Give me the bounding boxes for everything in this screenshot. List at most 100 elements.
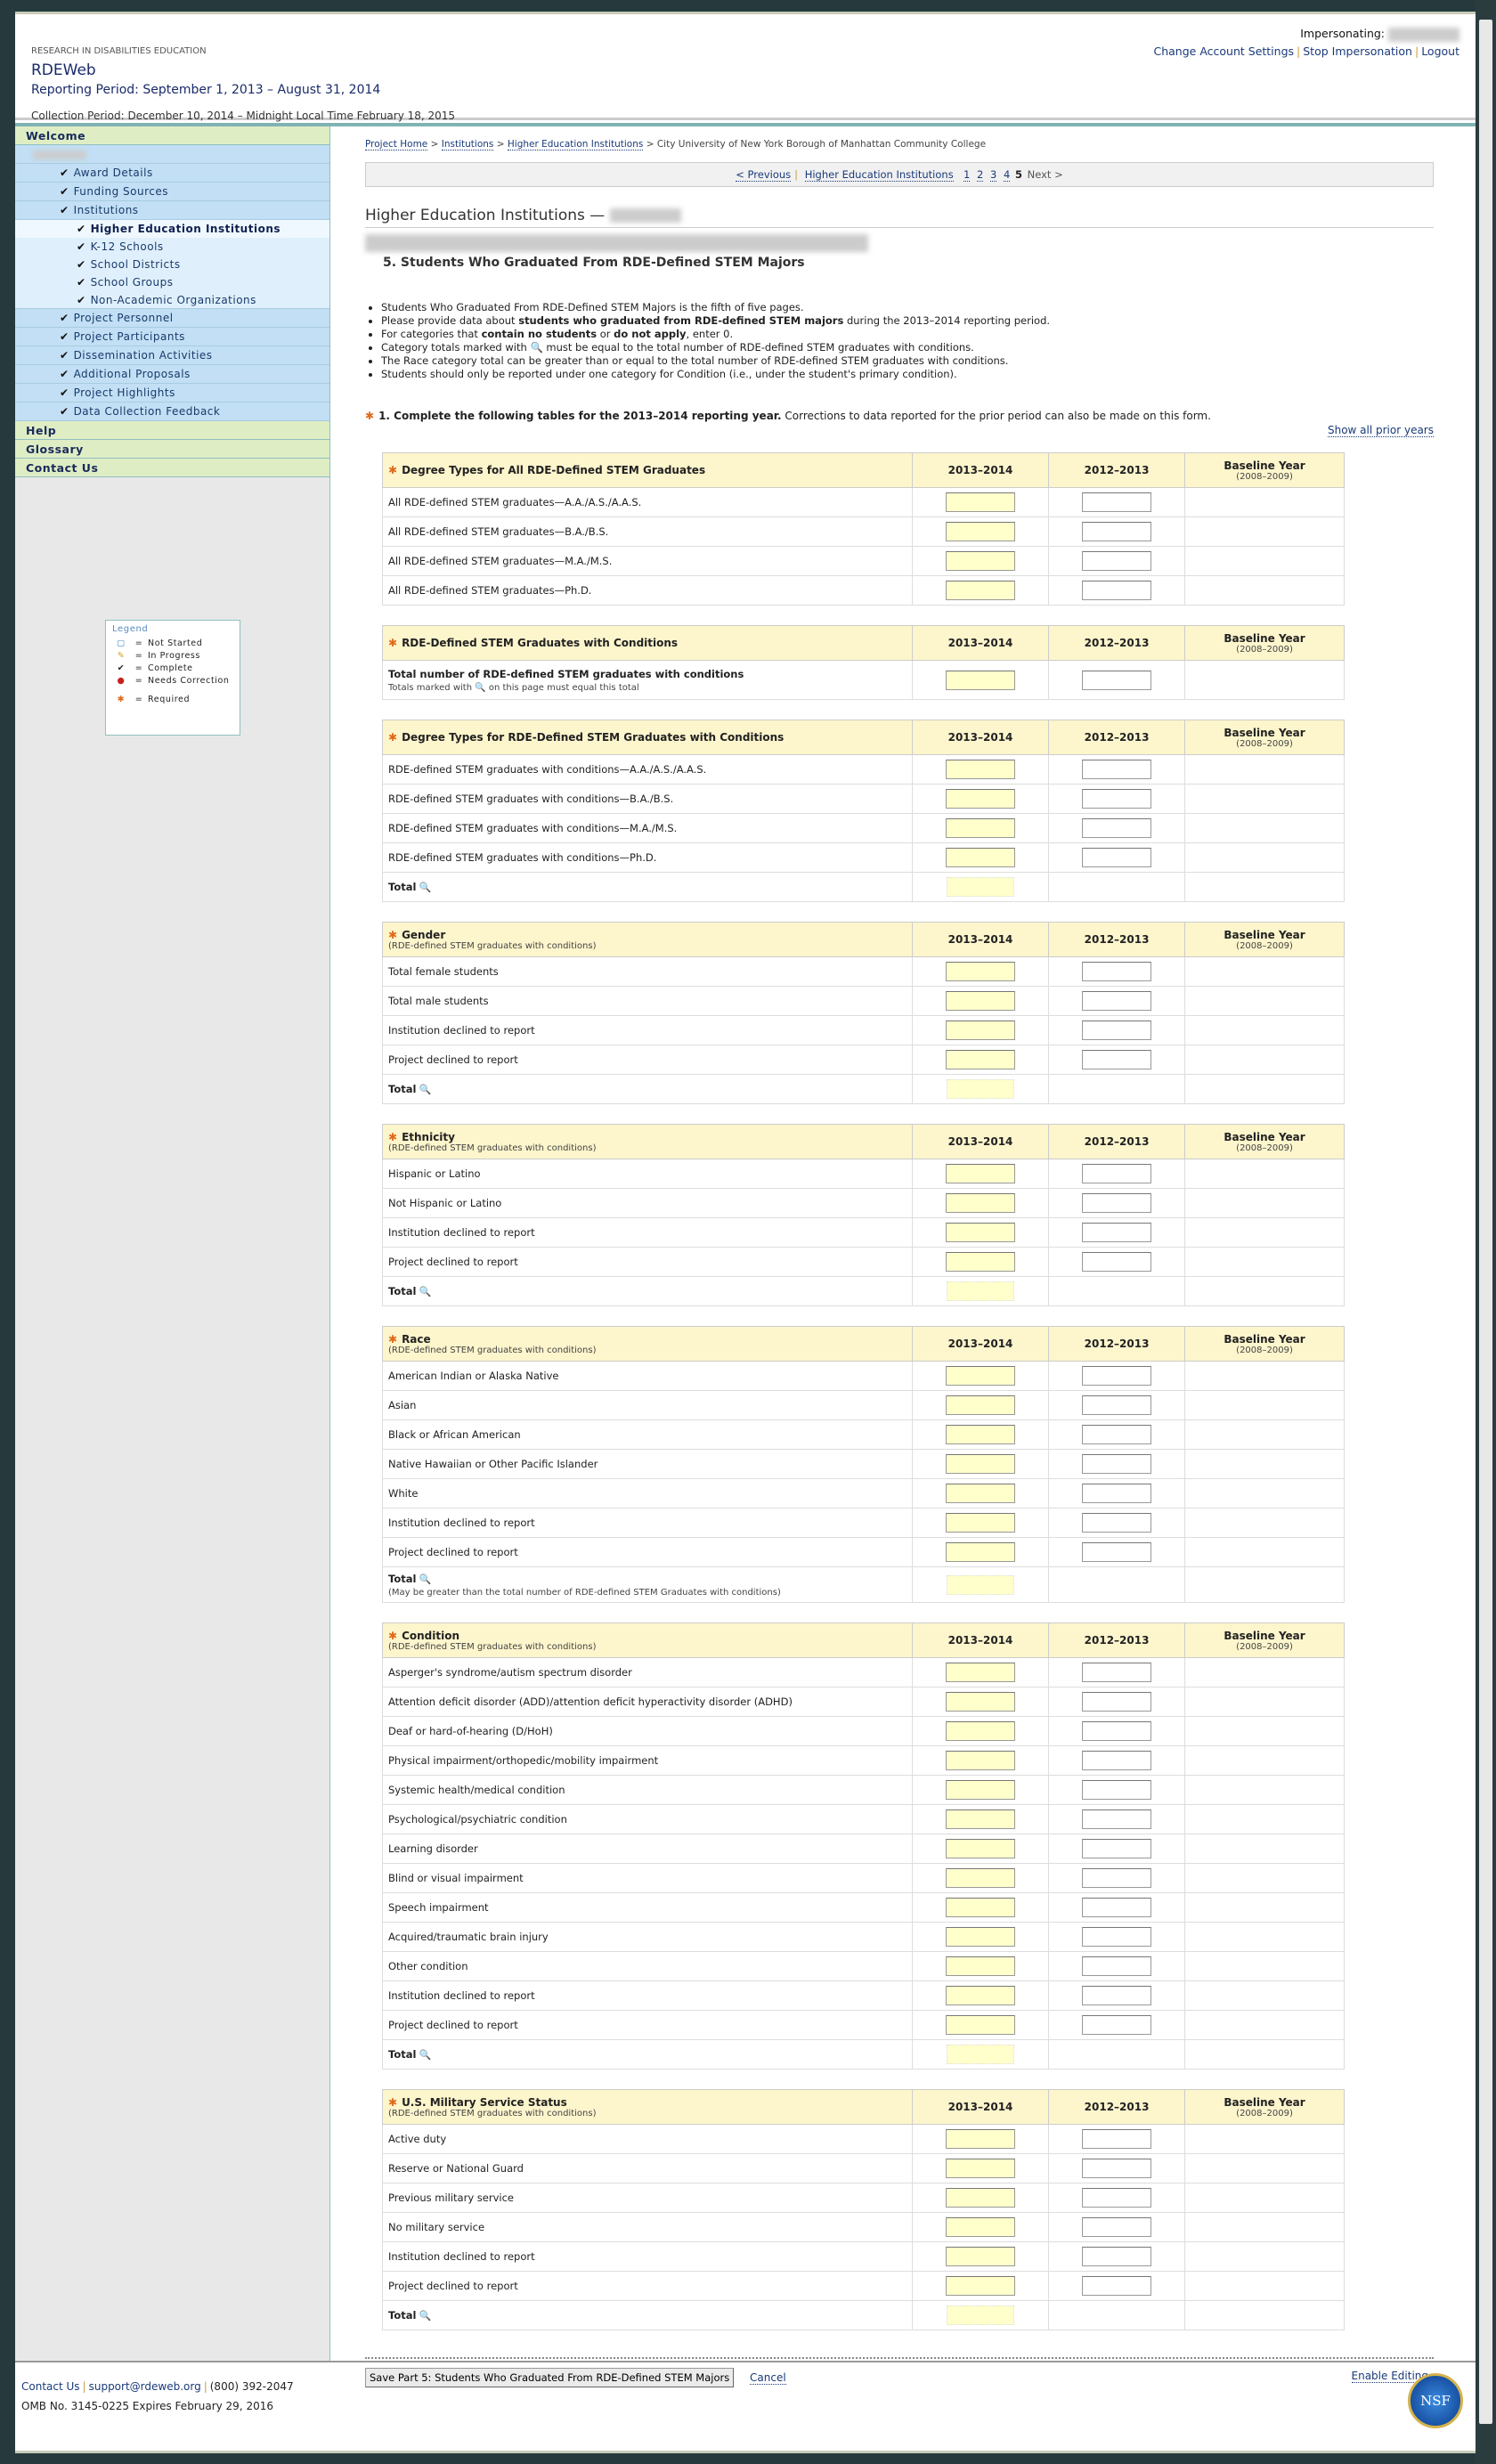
input-2013-2014[interactable] [946, 2188, 1016, 2208]
logout-link[interactable]: Logout [1421, 44, 1459, 58]
page-4-link[interactable]: 4 [1003, 168, 1011, 182]
cancel-link[interactable]: Cancel [750, 2371, 786, 2385]
input-2012-2013[interactable] [1082, 1809, 1152, 1829]
sidebar-item-help[interactable]: Help [15, 421, 329, 440]
sidebar-item-institutions[interactable]: ✔ Institutions [15, 201, 329, 220]
sidebar-item-non-academic-organizations[interactable]: ✔ Non-Academic Organizations [15, 291, 329, 309]
input-2012-2013[interactable] [1082, 1751, 1152, 1770]
input-2013-2014[interactable] [946, 2129, 1016, 2149]
input-2013-2014[interactable] [946, 848, 1016, 867]
input-2013-2014[interactable] [946, 1751, 1016, 1770]
input-2012-2013[interactable] [1082, 492, 1152, 512]
page-3-link[interactable]: 3 [989, 168, 997, 182]
input-2013-2014[interactable] [946, 1164, 1016, 1183]
sidebar-welcome[interactable]: Welcome [15, 126, 329, 145]
input-2013-2014[interactable] [946, 1021, 1016, 1040]
input-2012-2013[interactable] [1082, 1927, 1152, 1947]
input-2012-2013[interactable] [1082, 848, 1152, 867]
input-2012-2013[interactable] [1082, 1692, 1152, 1712]
input-2012-2013[interactable] [1082, 760, 1152, 779]
breadcrumb-higher-education[interactable]: Higher Education Institutions [507, 139, 644, 150]
input-2013-2014[interactable] [946, 2247, 1016, 2266]
input-2012-2013[interactable] [1082, 2247, 1152, 2266]
sidebar-item-project-personnel[interactable]: ✔ Project Personnel [15, 309, 329, 328]
input-2013-2014[interactable] [946, 581, 1016, 600]
sidebar-award-id-redacted[interactable] [15, 145, 329, 164]
sidebar-item-data-collection-feedback[interactable]: ✔ Data Collection Feedback [15, 403, 329, 421]
input-2013-2014[interactable] [946, 670, 1016, 690]
input-2013-2014[interactable] [946, 1721, 1016, 1741]
input-2012-2013[interactable] [1082, 1252, 1152, 1272]
input-2012-2013[interactable] [1082, 581, 1152, 600]
input-2012-2013[interactable] [1082, 1780, 1152, 1800]
footer-email-link[interactable]: support@rdeweb.org [88, 2380, 201, 2393]
input-2012-2013[interactable] [1082, 1454, 1152, 1474]
input-2012-2013[interactable] [1082, 1721, 1152, 1741]
stop-impersonation-link[interactable]: Stop Impersonation [1303, 44, 1412, 58]
input-2012-2013[interactable] [1082, 1513, 1152, 1533]
input-2012-2013[interactable] [1082, 1986, 1152, 2005]
input-2013-2014[interactable] [946, 1780, 1016, 1800]
input-2013-2014[interactable] [946, 1868, 1016, 1888]
input-2012-2013[interactable] [1082, 1425, 1152, 1444]
sidebar-item-glossary[interactable]: Glossary [15, 440, 329, 459]
input-2013-2014[interactable] [946, 1956, 1016, 1976]
sidebar-item-higher-education-institutions[interactable]: ✔ Higher Education Institutions [15, 220, 329, 238]
change-account-settings-link[interactable]: Change Account Settings [1153, 44, 1295, 58]
sidebar-item-project-highlights[interactable]: ✔ Project Highlights [15, 384, 329, 403]
input-2013-2014[interactable] [946, 962, 1016, 981]
input-2013-2014[interactable] [946, 1484, 1016, 1503]
input-2013-2014[interactable] [946, 492, 1016, 512]
input-2012-2013[interactable] [1082, 1898, 1152, 1917]
input-2013-2014[interactable] [946, 1927, 1016, 1947]
input-2012-2013[interactable] [1082, 1663, 1152, 1682]
scrollbar[interactable] [1476, 0, 1496, 2464]
input-2013-2014[interactable] [946, 1663, 1016, 1682]
sidebar-item-funding-sources[interactable]: ✔ Funding Sources [15, 183, 329, 201]
input-2013-2014[interactable] [946, 1252, 1016, 1272]
input-2012-2013[interactable] [1082, 551, 1152, 571]
save-button[interactable]: Save Part 5: Students Who Graduated From… [365, 2368, 735, 2387]
input-2012-2013[interactable] [1082, 1839, 1152, 1858]
input-2013-2014[interactable] [946, 2159, 1016, 2178]
input-2012-2013[interactable] [1082, 991, 1152, 1011]
sidebar-item-school-groups[interactable]: ✔ School Groups [15, 273, 329, 291]
input-2013-2014[interactable] [946, 991, 1016, 1011]
input-2012-2013[interactable] [1082, 1223, 1152, 1242]
input-2013-2014[interactable] [946, 789, 1016, 809]
input-2013-2014[interactable] [946, 2217, 1016, 2237]
breadcrumb-project-home[interactable]: Project Home [365, 139, 428, 150]
input-2013-2014[interactable] [946, 1513, 1016, 1533]
input-2013-2014[interactable] [946, 1542, 1016, 1562]
previous-link[interactable]: < Previous [736, 168, 792, 182]
input-2012-2013[interactable] [1082, 1484, 1152, 1503]
section-link[interactable]: Higher Education Institutions [804, 168, 954, 182]
input-2012-2013[interactable] [1082, 1050, 1152, 1069]
input-2012-2013[interactable] [1082, 1956, 1152, 1976]
input-2012-2013[interactable] [1082, 670, 1152, 690]
input-2012-2013[interactable] [1082, 1021, 1152, 1040]
input-2013-2014[interactable] [946, 1898, 1016, 1917]
input-2013-2014[interactable] [946, 1986, 1016, 2005]
input-2013-2014[interactable] [946, 1050, 1016, 1069]
sidebar-item-award-details[interactable]: ✔ Award Details [15, 164, 329, 183]
input-2012-2013[interactable] [1082, 2159, 1152, 2178]
sidebar-item-additional-proposals[interactable]: ✔ Additional Proposals [15, 365, 329, 384]
sidebar-item-project-participants[interactable]: ✔ Project Participants [15, 328, 329, 346]
input-2012-2013[interactable] [1082, 818, 1152, 838]
input-2012-2013[interactable] [1082, 1542, 1152, 1562]
input-2013-2014[interactable] [946, 1454, 1016, 1474]
input-2012-2013[interactable] [1082, 522, 1152, 541]
input-2012-2013[interactable] [1082, 2129, 1152, 2149]
sidebar-item-contact-us[interactable]: Contact Us [15, 459, 329, 477]
input-2013-2014[interactable] [946, 1193, 1016, 1213]
sidebar-item-school-districts[interactable]: ✔ School Districts [15, 256, 329, 273]
input-2013-2014[interactable] [946, 1692, 1016, 1712]
input-2012-2013[interactable] [1082, 2276, 1152, 2296]
sidebar-item-k-12-schools[interactable]: ✔ K-12 Schools [15, 238, 329, 256]
input-2012-2013[interactable] [1082, 2015, 1152, 2035]
input-2012-2013[interactable] [1082, 1193, 1152, 1213]
input-2012-2013[interactable] [1082, 1395, 1152, 1415]
input-2013-2014[interactable] [946, 522, 1016, 541]
input-2012-2013[interactable] [1082, 789, 1152, 809]
